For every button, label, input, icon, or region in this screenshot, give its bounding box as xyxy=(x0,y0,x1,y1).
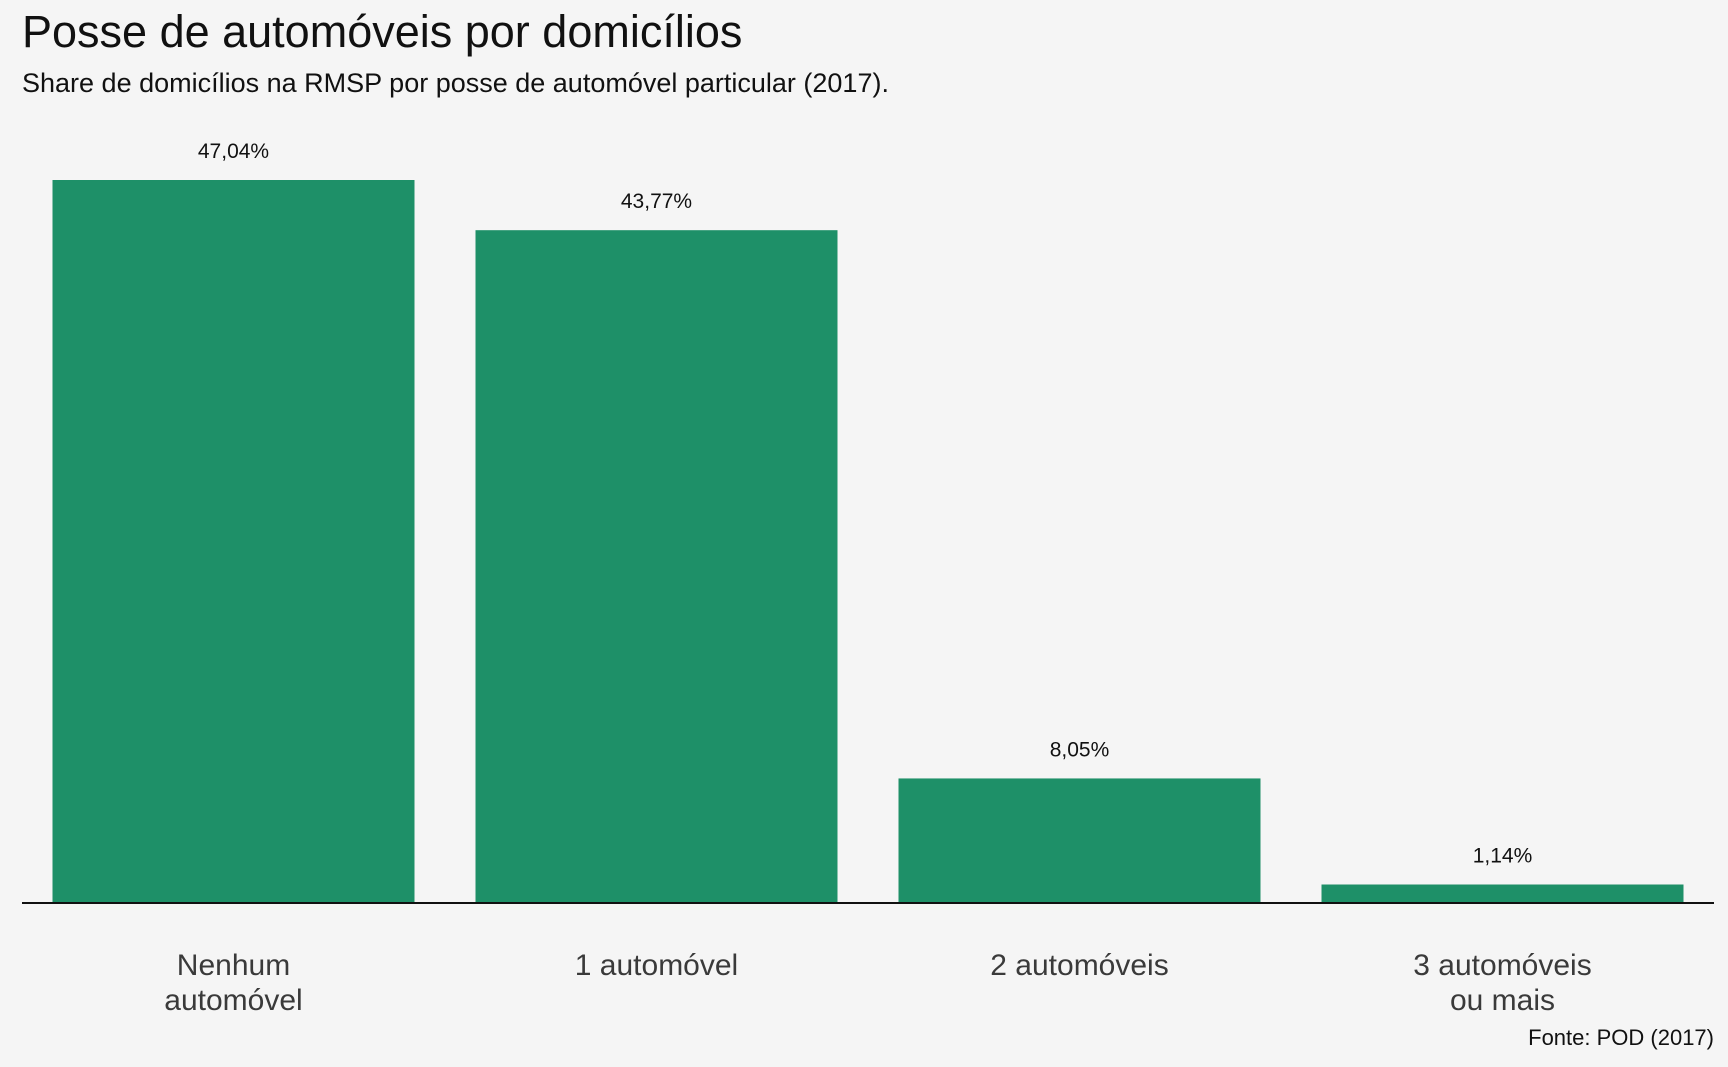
x-tick-label: Nenhum automóvel xyxy=(164,949,302,1017)
bars-layer xyxy=(52,180,1684,902)
x-tick-label-line: Nenhum xyxy=(177,949,290,982)
x-tick-label-line: 3 automóveis xyxy=(1413,949,1591,982)
x-tick-label: 1 automóvel xyxy=(575,949,738,982)
bar-value-label: 1,14% xyxy=(1473,845,1533,868)
bar-value-label: 8,05% xyxy=(1050,738,1110,761)
x-tick-label: 3 automóveis ou mais xyxy=(1413,949,1591,1017)
bar xyxy=(898,778,1261,902)
bar-value-label: 47,04% xyxy=(198,140,269,163)
source-note: Fonte: POD (2017) xyxy=(1528,1025,1714,1050)
x-tick-label-line: 1 automóvel xyxy=(575,949,738,982)
bar xyxy=(1321,884,1684,902)
chart-title: Posse de automóveis por domicílios xyxy=(22,6,743,57)
x-tick-label-line: automóvel xyxy=(164,984,302,1017)
value-labels-layer: 47,04% 43,77% 8,05% 1,14% xyxy=(198,140,1532,868)
x-tick-label: 2 automóveis xyxy=(990,949,1168,982)
x-tick-label-line: 2 automóveis xyxy=(990,949,1168,982)
chart-subtitle: Share de domicílios na RMSP por posse de… xyxy=(22,68,889,98)
bar-value-label: 43,77% xyxy=(621,190,692,213)
x-tick-labels: Nenhum automóvel 1 automóvel 2 automóveis 3 … xyxy=(164,949,1591,1017)
bar xyxy=(475,230,838,902)
x-tick-label-line: ou mais xyxy=(1450,984,1555,1017)
bar xyxy=(52,180,415,902)
